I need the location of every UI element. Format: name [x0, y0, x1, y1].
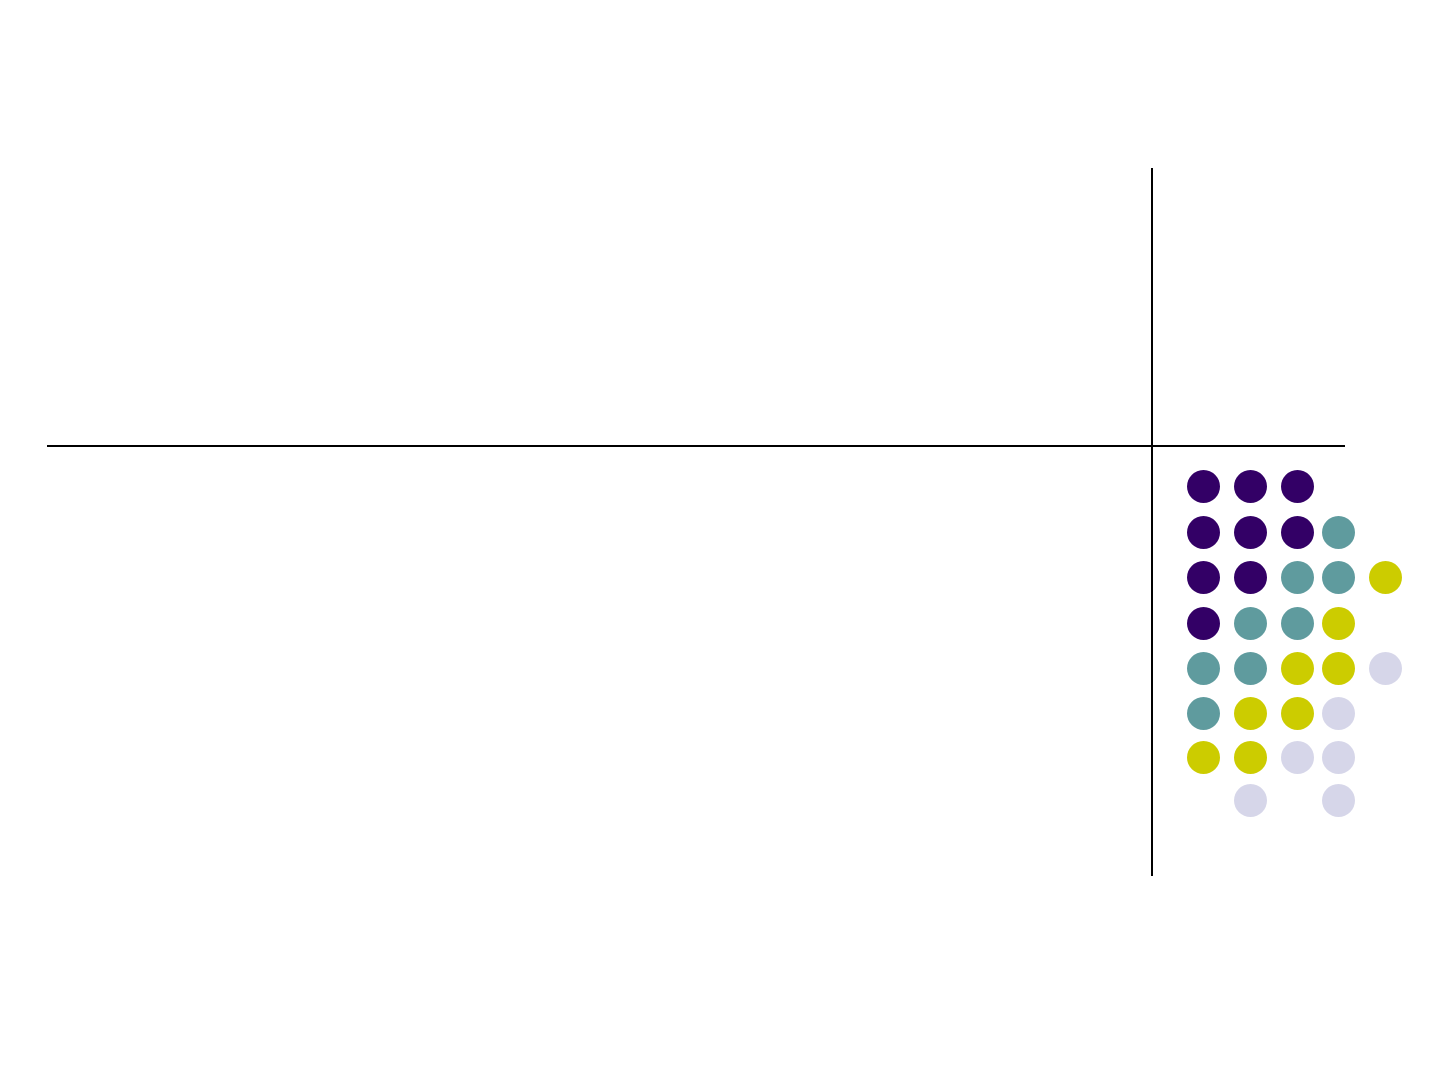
motif-dot-teal: [1281, 607, 1314, 640]
motif-dot-lavender: [1281, 741, 1314, 774]
motif-dot-teal: [1187, 652, 1220, 685]
motif-dot-yellow: [1234, 697, 1267, 730]
motif-dot-yellow: [1322, 607, 1355, 640]
motif-dot-teal: [1187, 697, 1220, 730]
motif-dot-purple: [1281, 470, 1314, 503]
motif-dot-yellow: [1234, 741, 1267, 774]
slide-title-placeholder[interactable]: [90, 250, 1110, 420]
motif-dot-teal: [1234, 652, 1267, 685]
motif-dot-purple: [1187, 470, 1220, 503]
motif-dot-lavender: [1369, 652, 1402, 685]
motif-dot-yellow: [1369, 561, 1402, 594]
motif-dot-purple: [1234, 561, 1267, 594]
motif-dot-teal: [1322, 516, 1355, 549]
motif-dot-yellow: [1281, 697, 1314, 730]
motif-dot-lavender: [1322, 697, 1355, 730]
slide-body-placeholder[interactable]: [90, 500, 1110, 930]
motif-dot-purple: [1187, 561, 1220, 594]
horizontal-rule: [47, 445, 1345, 447]
vertical-rule: [1151, 168, 1153, 876]
motif-dot-lavender: [1234, 784, 1267, 817]
motif-dot-lavender: [1322, 784, 1355, 817]
motif-dot-teal: [1234, 607, 1267, 640]
motif-dot-purple: [1187, 516, 1220, 549]
dot-matrix-motif: [1160, 460, 1410, 830]
motif-dot-lavender: [1322, 741, 1355, 774]
motif-dot-yellow: [1281, 652, 1314, 685]
motif-dot-yellow: [1187, 741, 1220, 774]
motif-dot-teal: [1281, 561, 1314, 594]
motif-dot-purple: [1234, 516, 1267, 549]
motif-dot-yellow: [1322, 652, 1355, 685]
motif-dot-purple: [1234, 470, 1267, 503]
motif-dot-purple: [1187, 607, 1220, 640]
motif-dot-teal: [1322, 561, 1355, 594]
motif-dot-purple: [1281, 516, 1314, 549]
